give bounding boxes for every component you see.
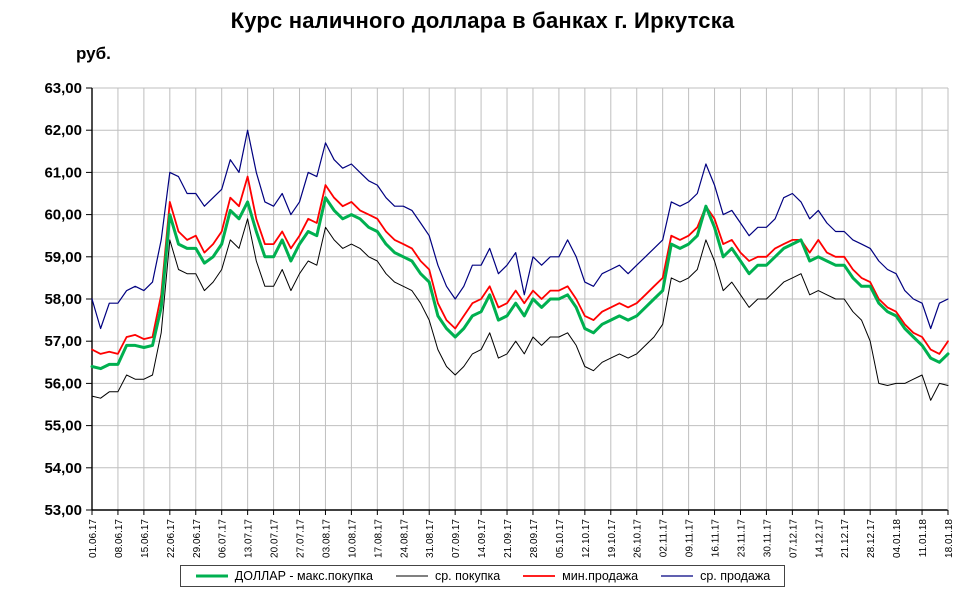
legend-line-swatch: [395, 575, 428, 577]
legend-label: ср. продажа: [700, 569, 771, 583]
y-tick-label: 53,00: [44, 502, 82, 519]
legend-item-1: ср. покупка: [395, 569, 500, 583]
x-tick-label: 19.10.17: [607, 519, 618, 558]
legend-item-3: ср. продажа: [660, 569, 770, 583]
x-tick-label: 21.12.17: [840, 519, 851, 558]
series-line-3: [91, 129, 949, 330]
x-tick-label: 12.10.17: [581, 519, 592, 558]
y-tick-label: 62,00: [44, 122, 82, 139]
x-tick-label: 20.07.17: [270, 519, 281, 558]
x-tick-label: 15.06.17: [140, 519, 151, 558]
x-tick-label: 22.06.17: [166, 519, 177, 558]
series-line-1: [91, 218, 949, 401]
x-tick-label: 29.06.17: [192, 519, 203, 558]
y-tick-label: 60,00: [44, 207, 82, 224]
x-tick-label: 30.11.17: [762, 519, 773, 558]
legend-line-swatch: [523, 575, 556, 577]
chart-title: Курс наличного доллара в банках г. Иркут…: [230, 8, 735, 33]
x-tick-label: 31.08.17: [425, 519, 436, 558]
x-tick-label: 03.08.17: [321, 519, 332, 558]
legend-line-swatch: [661, 575, 694, 577]
x-tick-label: 14.12.17: [814, 519, 825, 558]
x-tick-label: 23.11.17: [736, 519, 747, 558]
x-tick-label: 27.07.17: [296, 519, 307, 558]
series-line-2: [91, 175, 949, 355]
x-tick-label: 28.12.17: [866, 519, 877, 558]
series-line-0: [90, 196, 950, 371]
x-tick-label: 14.09.17: [477, 519, 488, 558]
y-tick-label: 59,00: [44, 249, 82, 266]
legend-item-2: мин.продажа: [522, 569, 638, 583]
x-tick-label: 04.01.18: [892, 519, 903, 558]
x-tick-label: 28.09.17: [529, 519, 540, 558]
y-tick-label: 57,00: [44, 333, 82, 350]
y-tick-label: 56,00: [44, 375, 82, 392]
y-tick-label: 55,00: [44, 418, 82, 435]
y-axis-unit-label: руб.: [76, 44, 111, 63]
x-tick-label: 07.12.17: [788, 519, 799, 558]
x-tick-label: 05.10.17: [555, 519, 566, 558]
x-tick-label: 24.08.17: [399, 519, 410, 558]
legend-line-swatch: [195, 574, 228, 578]
x-tick-label: 11.01.18: [918, 519, 929, 558]
legend-label: ДОЛЛАР - макс.покупка: [234, 569, 373, 583]
legend: ДОЛЛАР - макс.покупка ср. покупка мин.прод…: [179, 565, 786, 587]
x-tick-label: 09.11.17: [685, 519, 696, 558]
x-tick-label: 06.07.17: [218, 519, 229, 558]
x-tick-label: 08.06.17: [114, 519, 125, 558]
legend-item-0: ДОЛЛАР - макс.покупка: [195, 569, 373, 583]
x-tick-label: 17.08.17: [373, 519, 384, 558]
x-tick-label: 26.10.17: [633, 519, 644, 558]
x-tick-label: 18.01.18: [944, 519, 955, 558]
y-tick-label: 61,00: [44, 164, 82, 181]
x-tick-label: 01.06.17: [88, 519, 99, 558]
x-tick-label: 13.07.17: [244, 519, 255, 558]
legend-label: ср. покупка: [434, 569, 501, 583]
x-tick-label: 10.08.17: [347, 519, 358, 558]
y-tick-label: 63,00: [44, 80, 82, 97]
y-tick-label: 54,00: [44, 460, 82, 477]
y-tick-label: 58,00: [44, 291, 82, 308]
legend-label: мин.продажа: [562, 569, 639, 583]
x-tick-label: 07.09.17: [451, 519, 462, 558]
x-tick-label: 16.11.17: [711, 519, 722, 558]
x-tick-label: 02.11.17: [659, 519, 670, 558]
x-tick-label: 21.09.17: [503, 519, 514, 558]
